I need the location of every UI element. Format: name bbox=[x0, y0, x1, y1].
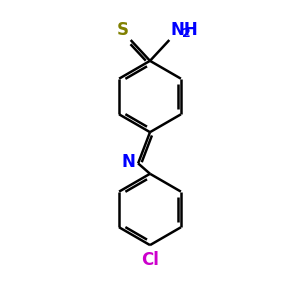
Text: 2: 2 bbox=[182, 27, 191, 40]
Text: NH: NH bbox=[171, 20, 199, 38]
Text: S: S bbox=[116, 20, 128, 38]
Text: Cl: Cl bbox=[141, 251, 159, 269]
Text: N: N bbox=[121, 153, 135, 171]
